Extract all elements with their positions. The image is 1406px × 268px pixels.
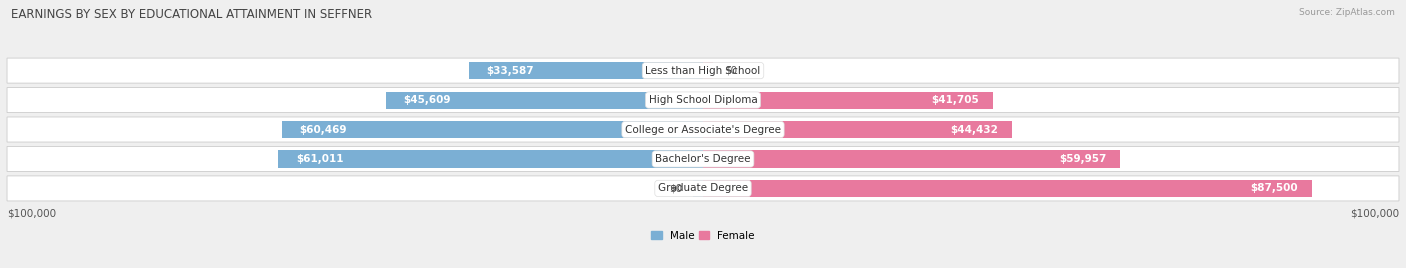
Bar — [703, 62, 713, 79]
Bar — [703, 150, 1121, 168]
FancyBboxPatch shape — [7, 176, 1399, 201]
Bar — [470, 62, 703, 79]
Bar — [693, 180, 703, 197]
Text: $87,500: $87,500 — [1250, 183, 1298, 193]
Text: $59,957: $59,957 — [1059, 154, 1107, 164]
Bar — [278, 150, 703, 168]
Bar — [703, 180, 1312, 197]
Bar — [385, 91, 703, 109]
Text: College or Associate's Degree: College or Associate's Degree — [626, 125, 780, 135]
Text: $0: $0 — [724, 66, 737, 76]
Text: $61,011: $61,011 — [295, 154, 343, 164]
Legend: Male, Female: Male, Female — [647, 226, 759, 245]
Text: $41,705: $41,705 — [932, 95, 980, 105]
Text: Graduate Degree: Graduate Degree — [658, 183, 748, 193]
Text: High School Diploma: High School Diploma — [648, 95, 758, 105]
Text: $100,000: $100,000 — [1350, 209, 1399, 218]
Bar — [703, 121, 1012, 138]
Text: Less than High School: Less than High School — [645, 66, 761, 76]
Text: $100,000: $100,000 — [7, 209, 56, 218]
FancyBboxPatch shape — [7, 117, 1399, 142]
Bar — [283, 121, 703, 138]
FancyBboxPatch shape — [7, 146, 1399, 172]
Text: $44,432: $44,432 — [950, 125, 998, 135]
FancyBboxPatch shape — [7, 88, 1399, 113]
Text: Bachelor's Degree: Bachelor's Degree — [655, 154, 751, 164]
FancyBboxPatch shape — [7, 58, 1399, 83]
Text: $0: $0 — [669, 183, 682, 193]
Bar — [703, 91, 993, 109]
Text: $60,469: $60,469 — [299, 125, 347, 135]
Text: $33,587: $33,587 — [486, 66, 534, 76]
Text: EARNINGS BY SEX BY EDUCATIONAL ATTAINMENT IN SEFFNER: EARNINGS BY SEX BY EDUCATIONAL ATTAINMEN… — [11, 8, 373, 21]
Text: $45,609: $45,609 — [404, 95, 450, 105]
Text: Source: ZipAtlas.com: Source: ZipAtlas.com — [1299, 8, 1395, 17]
